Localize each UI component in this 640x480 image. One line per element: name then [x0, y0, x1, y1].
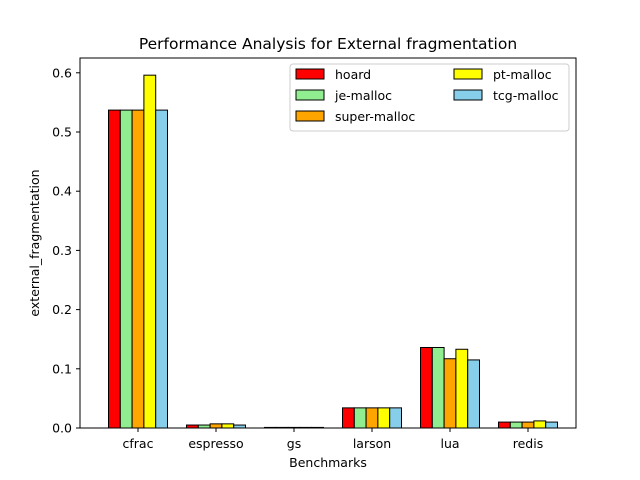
legend-label-je-malloc: je-malloc [334, 88, 392, 103]
x-tick-label: gs [287, 436, 301, 451]
bar-pt-malloc-redis [533, 420, 547, 429]
y-tick-label: 0.2 [52, 302, 72, 317]
legend-label-tcg-malloc: tcg-malloc [493, 88, 559, 103]
x-tick-label: espresso [188, 436, 243, 451]
bar-tcg-malloc-lua [467, 359, 481, 429]
bar-je-malloc-lua [431, 346, 445, 429]
x-axis-label: Benchmarks [289, 455, 367, 470]
bar-pt-malloc-espresso [221, 423, 235, 429]
x-tick-label: redis [513, 436, 543, 451]
y-tick-label: 0.0 [52, 421, 72, 436]
bar-hoard-lua [420, 346, 433, 429]
bar-je-malloc-redis [509, 421, 523, 429]
legend-swatch-super-malloc [295, 110, 325, 122]
bar-tcg-malloc-larson [389, 407, 403, 429]
x-axis: cfrac espresso gs larson lua redis [123, 428, 543, 451]
legend-swatch-hoard [295, 68, 325, 80]
bar-super-malloc-larson [365, 407, 379, 429]
bar-tcg-malloc-redis [545, 421, 559, 429]
y-tick-label: 0.3 [52, 243, 72, 258]
bar-hoard-cfrac [108, 109, 121, 429]
bar-super-malloc-cfrac [131, 109, 145, 429]
legend-swatch-pt-malloc [453, 68, 483, 80]
bar-super-malloc-redis [521, 421, 535, 429]
y-tick-label: 0.5 [52, 125, 72, 140]
chart-title: Performance Analysis for External fragme… [139, 35, 517, 53]
legend-frame [289, 63, 570, 132]
plot-frame [79, 57, 577, 429]
legend-label-hoard: hoard [335, 67, 371, 82]
bar-je-malloc-larson [353, 407, 367, 429]
x-tick-label: larson [353, 436, 391, 451]
bar-super-malloc-lua [443, 358, 457, 429]
x-tick-label: lua [440, 436, 459, 451]
y-tick-label: 0.1 [52, 361, 72, 376]
bars-group [108, 74, 559, 429]
bar-pt-malloc-cfrac [143, 74, 157, 429]
y-axis: 0.0 0.1 0.2 0.3 0.4 0.5 0.6 [52, 65, 80, 436]
legend: hoard je-malloc super-malloc pt-malloc tcg-m… [289, 63, 570, 132]
bar-super-malloc-espresso [209, 423, 223, 429]
legend-label-pt-malloc: pt-malloc [493, 67, 552, 82]
legend-label-super-malloc: super-malloc [335, 109, 415, 124]
legend-swatch-tcg-malloc [453, 89, 483, 101]
bar-hoard-redis [498, 421, 511, 429]
x-tick-label: cfrac [123, 436, 154, 451]
bar-pt-malloc-lua [455, 348, 469, 429]
y-axis-label: external_fragmentation [27, 169, 42, 316]
bar-je-malloc-cfrac [119, 109, 133, 429]
bar-tcg-malloc-cfrac [155, 109, 168, 429]
y-tick-label: 0.4 [52, 184, 72, 199]
bar-hoard-larson [342, 407, 355, 429]
y-tick-label: 0.6 [52, 65, 72, 80]
bar-pt-malloc-larson [377, 407, 391, 429]
legend-swatch-je-malloc [295, 89, 325, 101]
